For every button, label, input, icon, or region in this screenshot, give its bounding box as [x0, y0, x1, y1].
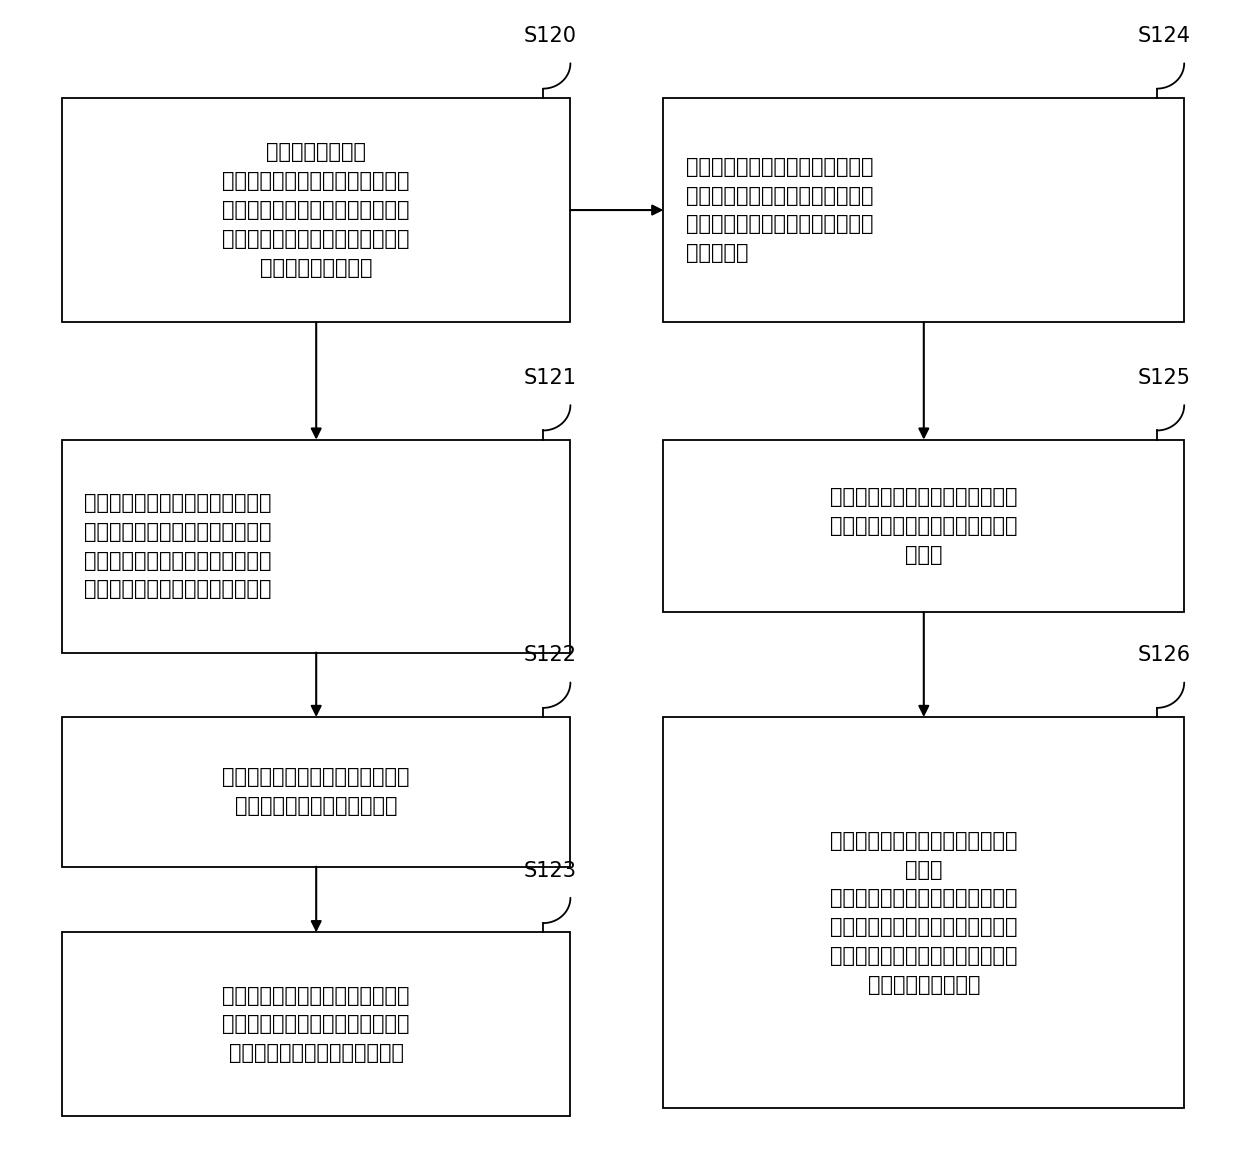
Text: 响应于当前用户在第一通道内向第
二用户转账，向服务器发送第一链
下交易: 响应于当前用户在第一通道内向第 二用户转账，向服务器发送第一链 下交易	[830, 487, 1018, 565]
Text: S126: S126	[1137, 646, 1190, 665]
Bar	[62, 932, 570, 1116]
Text: 响应于当前用户在第一通道内存款
，向服务器发送第一存款交易: 响应于当前用户在第一通道内存款 ，向服务器发送第一存款交易	[222, 768, 410, 816]
Bar	[62, 98, 570, 322]
Bar	[663, 717, 1184, 1108]
Text: 接收第一存款通知信息，根据第一
存款通知信息更新当前用户在第一
通道的第一可支出资产额度信息: 接收第一存款通知信息，根据第一 存款通知信息更新当前用户在第一 通道的第一可支出…	[222, 985, 410, 1064]
Text: 接收并存储服务器发送的第二链下
交易，
其中，第一链下交易和第二链下交
易用于在当前用户或第二用户请求
清算第一通道时作为第一合约进行
资产清算的依据证明: 接收并存储服务器发送的第二链下 交易， 其中，第一链下交易和第二链下交 易用于在…	[830, 831, 1018, 994]
Text: 接收服务器推送的第二存款通知信
息，根据第二存款通知信息更新第
二用户在第一通道的第二可支出资
产额度信息: 接收服务器推送的第二存款通知信 息，根据第二存款通知信息更新第 二用户在第一通道…	[686, 157, 873, 264]
Text: 接收服务器推送的通道创建通知信
息；其中，通道创建通知信息由服
务器从区块链同步到当前用户与第
二用户之间已创建第一通道后生成: 接收服务器推送的通道创建通知信 息；其中，通道创建通知信息由服 务器从区块链同步…	[84, 493, 272, 600]
Bar	[62, 440, 570, 653]
Text: 向服务器发送注册
服务的第一注册请求信息，以供服
务器根据第一注册请求信息为当前
用户注册交易推送服务，并存储当
前客户端的推送地址: 向服务器发送注册 服务的第一注册请求信息，以供服 务器根据第一注册请求信息为当前…	[222, 143, 410, 277]
Text: S121: S121	[523, 368, 577, 388]
Text: S122: S122	[523, 646, 577, 665]
Bar	[62, 717, 570, 867]
Bar	[663, 98, 1184, 322]
Bar	[663, 440, 1184, 612]
Text: S123: S123	[523, 861, 577, 881]
Text: S125: S125	[1137, 368, 1190, 388]
Text: S124: S124	[1137, 26, 1190, 46]
Text: S120: S120	[523, 26, 577, 46]
